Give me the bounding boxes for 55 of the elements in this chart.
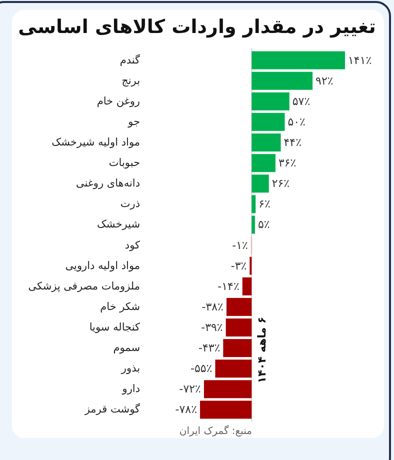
bar	[204, 380, 252, 398]
data-label: -۳۸٪	[202, 300, 224, 314]
data-label: -۱۴٪	[218, 280, 240, 293]
y-tick-label: گندم	[120, 53, 140, 66]
y-tick-label: شیرخشک	[96, 218, 140, 231]
y-tick-label: مواد اولیه دارویی	[65, 260, 140, 272]
bar	[252, 216, 255, 234]
data-label: ۵٪	[258, 218, 270, 232]
bar	[223, 339, 252, 358]
y-tick-label: ذرت	[120, 198, 140, 210]
data-label: ۳۶٪	[278, 156, 296, 170]
y-tick-label: گوشت قرمز	[84, 402, 140, 416]
data-label: -۴۳٪	[198, 342, 220, 355]
bar	[242, 277, 252, 296]
data-label: ۵۰٪	[288, 115, 306, 128]
data-label: ۵۷٪	[292, 94, 310, 108]
y-tick-label: بذور	[120, 362, 140, 375]
chart-title: تغییر در مقدار واردات کالاهای اساسی	[18, 16, 376, 38]
y-tick-label: برنج	[122, 74, 140, 87]
bar	[252, 154, 276, 172]
y-tick-label: شکر خام	[100, 300, 140, 313]
y-tick-label: دارو	[121, 383, 140, 396]
data-label: ۴۴٪	[284, 136, 302, 149]
data-label: ۱۴۱٪	[348, 54, 372, 67]
bar	[252, 112, 285, 131]
y-tick-label: ملزومات مصرفی پزشکی	[28, 280, 140, 292]
y-tick-label: روغن خام	[96, 95, 140, 108]
data-label: -۷۲٪	[179, 382, 202, 396]
bar	[226, 318, 252, 336]
y-tick-label: کود	[124, 239, 140, 252]
data-label: ۶٪	[258, 198, 271, 211]
bar	[252, 72, 313, 90]
bar	[200, 400, 252, 419]
bar	[252, 92, 290, 110]
bar	[252, 51, 345, 70]
y-tick-label: کنجاله سویا	[89, 322, 140, 334]
y-tick-label: مواد اولیه شیرخشک	[52, 136, 140, 148]
bar	[226, 298, 252, 316]
data-label: ۹۲٪	[316, 74, 334, 88]
annotation: ۶ ماهه ۱۴۰۴	[256, 316, 268, 384]
y-tick-label: دانه‌های روغنی	[76, 178, 140, 190]
data-label: -۳٪	[230, 259, 247, 272]
y-tick-label: حبوبات	[108, 157, 140, 170]
bar	[252, 134, 281, 152]
data-label: -۵۵٪	[190, 362, 212, 376]
data-label: -۳۹٪	[201, 321, 223, 334]
bar	[252, 174, 269, 193]
data-label: ۲۶٪	[272, 177, 290, 190]
y-tick-label: سموم	[113, 342, 140, 354]
bar	[252, 195, 256, 214]
text: منبع: گمرک ایران	[179, 425, 252, 437]
data-label: -۷۸٪	[175, 403, 198, 416]
data-label: -۱٪	[232, 238, 248, 252]
y-tick-label: جو	[127, 116, 140, 128]
bar	[215, 360, 252, 378]
